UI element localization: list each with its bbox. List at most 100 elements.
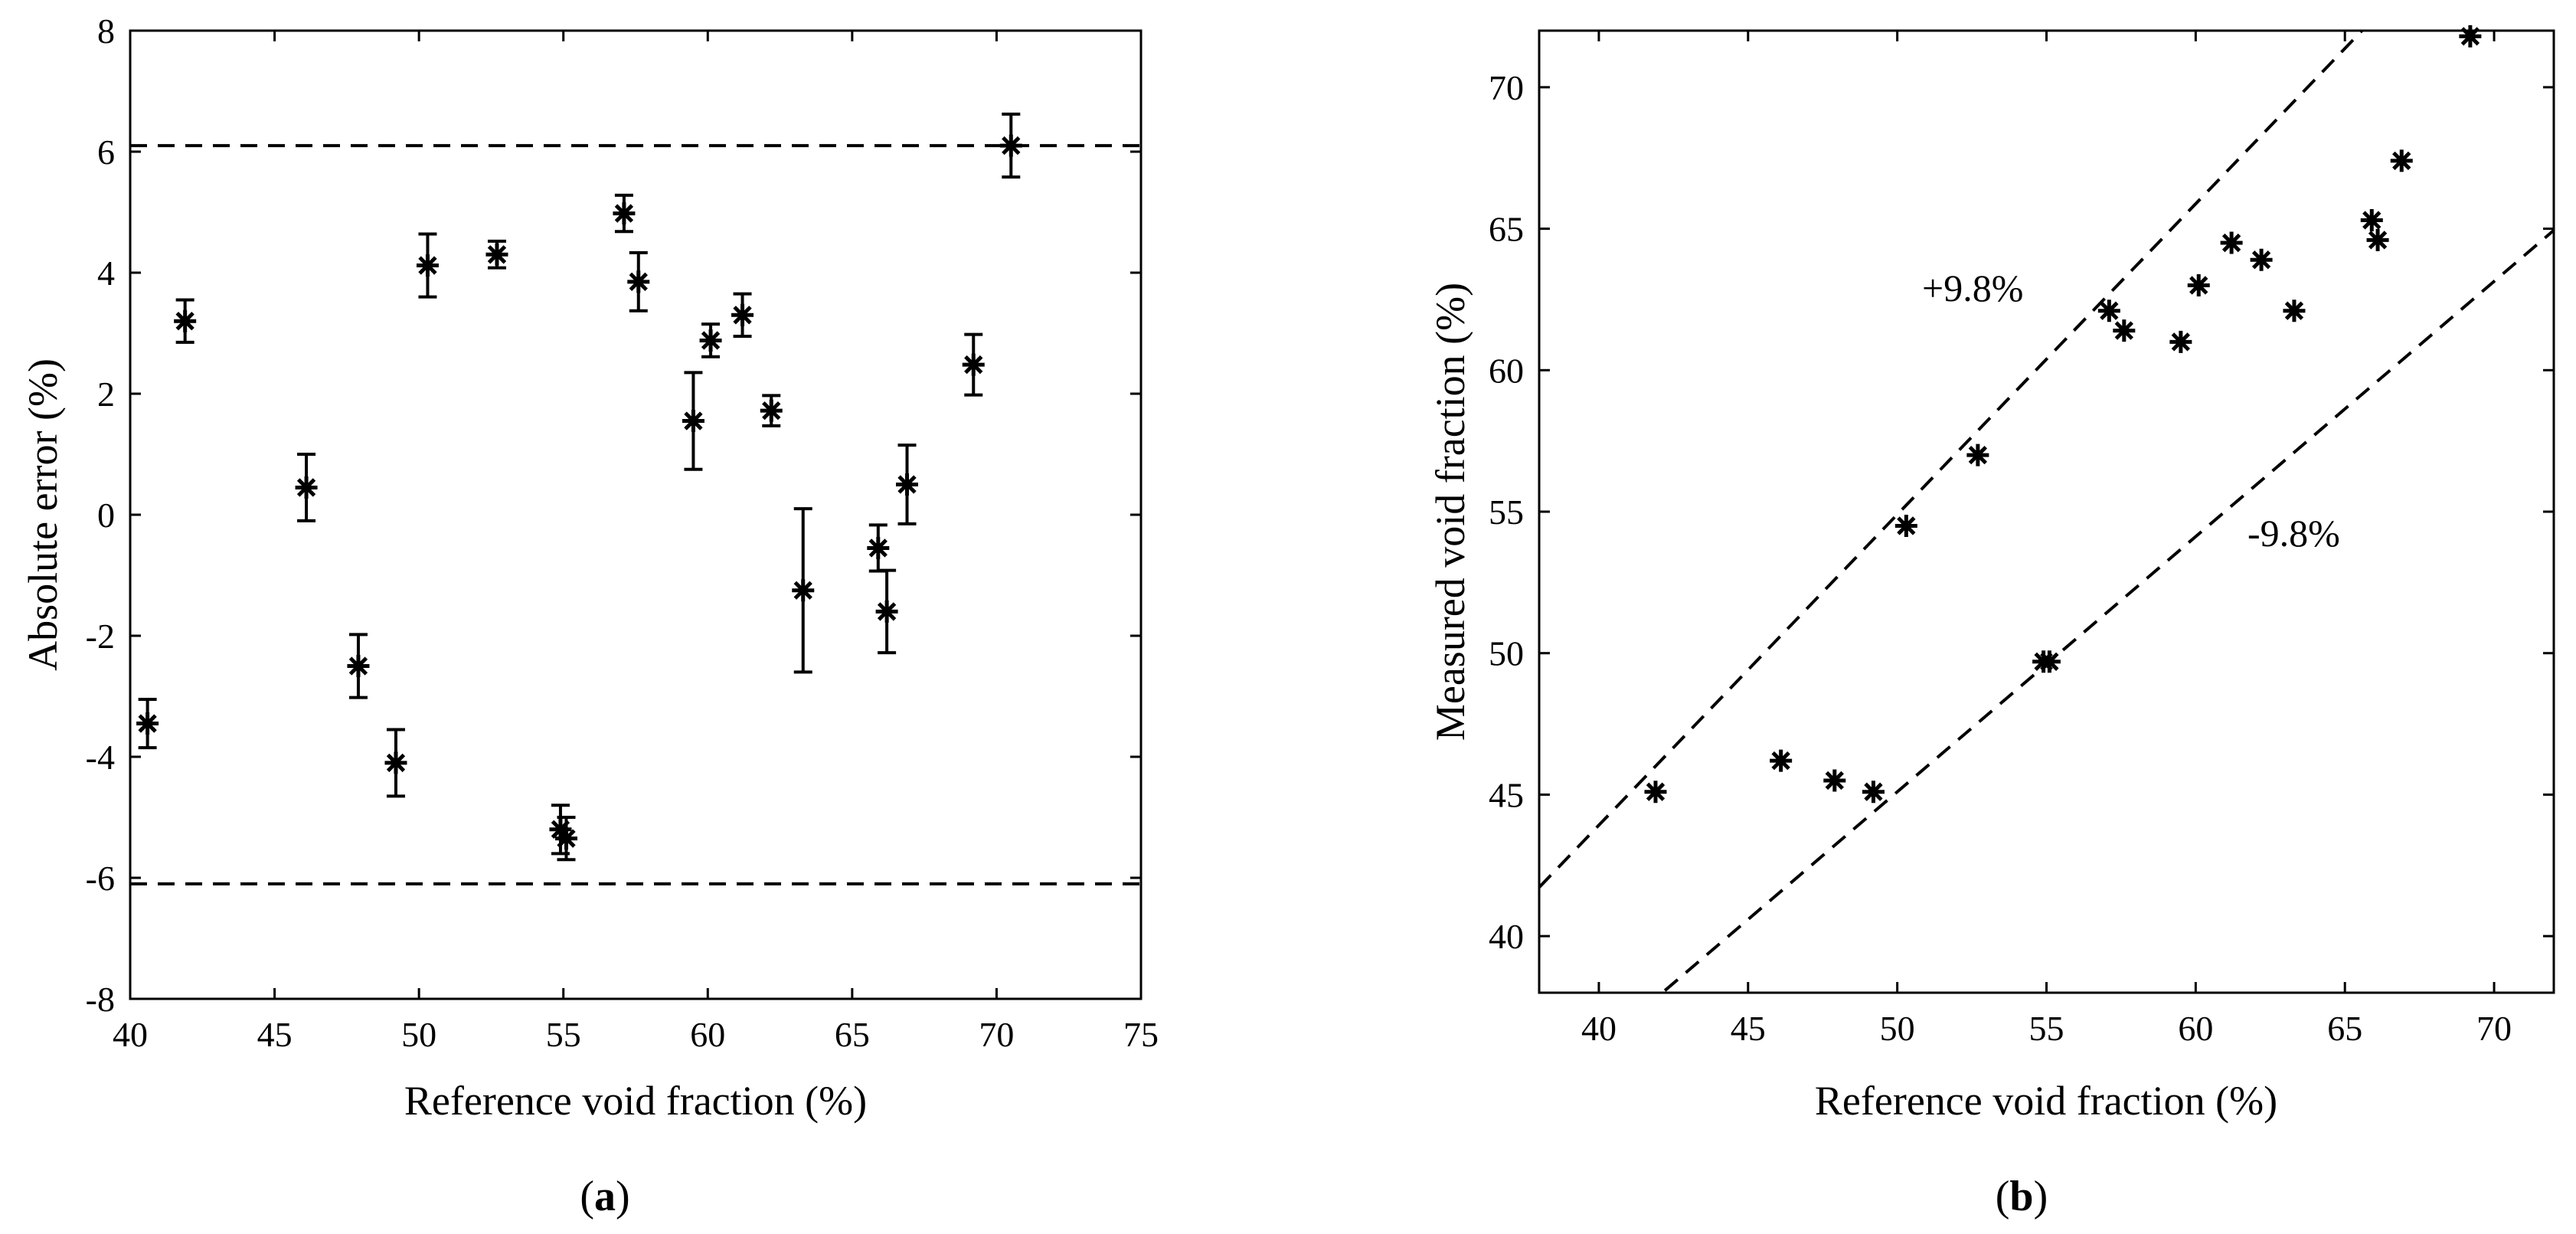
panel-b-data-point (2283, 299, 2306, 322)
panel-a-y-tick-label: 8 (97, 11, 115, 51)
panel-a-x-tick-label: 55 (546, 1015, 581, 1054)
panel-a-asterisk-marker (896, 473, 919, 496)
panel-a-asterisk-marker (962, 353, 985, 376)
panel-a-data-point (699, 322, 722, 358)
panel-a-data-point (485, 239, 508, 270)
panel-b-label: (b) (1996, 1173, 2048, 1220)
panel-a-y-tick-label: -8 (86, 980, 115, 1019)
panel-b-asterisk-marker (2360, 209, 2383, 232)
panel-b-asterisk-marker (2169, 330, 2192, 353)
panel-a-asterisk-marker (549, 818, 572, 841)
panel-a-asterisk-marker (760, 399, 783, 422)
panel-b-x-tick-label: 50 (1880, 1009, 1915, 1048)
panel-b-asterisk-marker (1770, 749, 1793, 772)
panel-a-x-tick-label: 40 (113, 1015, 148, 1054)
panel-b-data-point (1862, 781, 1885, 804)
panel-b-data-point (1823, 769, 1846, 792)
panel-b-data-point (2038, 650, 2061, 673)
panel-b-plot-frame (1538, 29, 2555, 994)
panel-b-asterisk-marker (1862, 781, 1885, 804)
panel-a-asterisk-marker (295, 476, 318, 499)
panel-a-x-tick-label: 70 (979, 1015, 1014, 1054)
panel-a-asterisk-marker (627, 270, 650, 293)
panel-b-data-point (2366, 228, 2389, 251)
panel-b-y-tick-label: 50 (1489, 634, 1524, 673)
panel-b-asterisk-marker (1644, 781, 1667, 804)
panel-a-data-point (627, 250, 650, 313)
panel-b-data-point (2390, 149, 2413, 172)
panel-b-x-tick-label: 60 (2178, 1009, 2213, 1048)
panel-a-data-point (875, 568, 898, 655)
panel-b-data-point (2459, 25, 2482, 47)
panel-b-y-axis-label: Measured void fraction (%) (1427, 283, 1473, 741)
panel-b-data-point (2360, 209, 2383, 232)
panel-b-upper-bound-annotation: +9.8% (1922, 267, 2023, 309)
panel-a-plot-frame (129, 29, 1143, 1000)
panel-a-asterisk-marker (416, 254, 439, 277)
panel-b-x-tick-label: 45 (1731, 1009, 1766, 1048)
panel-b-y-tick-label: 55 (1489, 493, 1524, 532)
panel-b-asterisk-marker (2097, 299, 2120, 322)
panel-b-asterisk-marker (2038, 650, 2061, 673)
panel-b-asterisk-marker (2220, 231, 2243, 254)
panel-a-asterisk-marker (999, 134, 1022, 157)
panel-a-asterisk-marker (554, 827, 577, 850)
panel-a-asterisk-marker (136, 712, 159, 735)
panel-a-asterisk-marker (875, 600, 898, 623)
panel-b-data-point (1894, 514, 1917, 537)
panel-a-asterisk-marker (682, 410, 704, 433)
panel-b-asterisk-marker (1894, 514, 1917, 537)
panel-a-data-point (384, 728, 407, 798)
panel-a-data-point (962, 332, 985, 397)
panel-a-x-axis-label: Reference void fraction (%) (404, 1078, 867, 1124)
panel-b-lower-bound-annotation: -9.8% (2247, 512, 2340, 555)
panel-a-asterisk-marker (384, 751, 407, 774)
panel-a-data-point (347, 633, 370, 699)
panel-a-asterisk-marker (174, 309, 197, 332)
panel-b-data-point (2250, 248, 2273, 271)
panel-a-data-points (136, 113, 1022, 862)
panel-a-asterisk-marker (867, 536, 890, 559)
panel-b-data-point (1770, 749, 1793, 772)
panel-a-data-point (174, 298, 197, 344)
panel-b-asterisk-marker (2113, 319, 2136, 342)
panel-a-y-tick-label: 4 (97, 254, 115, 293)
panel-b-asterisk-marker (2459, 25, 2482, 47)
panel-b-x-tick-label: 65 (2327, 1009, 2362, 1048)
panel-a-y-tick-label: -2 (86, 617, 115, 656)
panel-a-ticks: 40 45 50 55 60 65 70 75 -8 -6 -4 -2 0 2 4 6 8 (86, 11, 1159, 1054)
panel-b-chart: 40 45 50 55 60 65 70 40 45 50 55 60 65 70 +9.8% -9.8%… (1427, 25, 2555, 1220)
panel-b-y-tick-label: 60 (1489, 351, 1524, 390)
panel-a-reference-lines (130, 144, 1141, 885)
panel-b-data-point (2220, 231, 2243, 254)
panel-a-y-tick-label: 0 (97, 496, 115, 535)
panel-a-data-point (613, 193, 636, 234)
panel-a-data-point (999, 113, 1022, 179)
panel-b-data-point (1644, 781, 1667, 804)
panel-b-asterisk-marker (2250, 248, 2273, 271)
panel-b-asterisk-marker (2366, 228, 2389, 251)
panel-b-ticks: 40 45 50 55 60 65 70 40 45 50 55 60 65 70 (1489, 31, 2554, 1048)
panel-a-data-point (136, 697, 159, 750)
panel-b-asterisk-marker (1966, 444, 1989, 466)
panel-a-label: (a) (580, 1173, 629, 1220)
panel-a-x-tick-label: 60 (690, 1015, 725, 1054)
panel-b-x-axis-label: Reference void fraction (%) (1815, 1078, 2277, 1124)
panel-a-y-tick-label: -6 (86, 859, 115, 898)
panel-a-y-axis-label: Absolute error (%) (20, 358, 66, 671)
panel-b-data-point (2169, 330, 2192, 353)
panel-b-asterisk-marker (2187, 273, 2210, 296)
panel-a-asterisk-marker (699, 329, 722, 352)
panel-b-data-point (2097, 299, 2120, 322)
panel-a-data-point (295, 453, 318, 522)
panel-a-data-point (731, 292, 754, 338)
panel-b-y-tick-label: 45 (1489, 775, 1524, 814)
panel-b-asterisk-marker (1823, 769, 1846, 792)
panel-a-x-tick-label: 65 (835, 1015, 870, 1054)
panel-b-data-point (1966, 444, 1989, 466)
panel-b-data-points (1644, 25, 2482, 804)
panel-a-data-point (792, 507, 815, 674)
panel-b-x-tick-label: 40 (1581, 1009, 1617, 1048)
panel-a-asterisk-marker (613, 202, 636, 225)
